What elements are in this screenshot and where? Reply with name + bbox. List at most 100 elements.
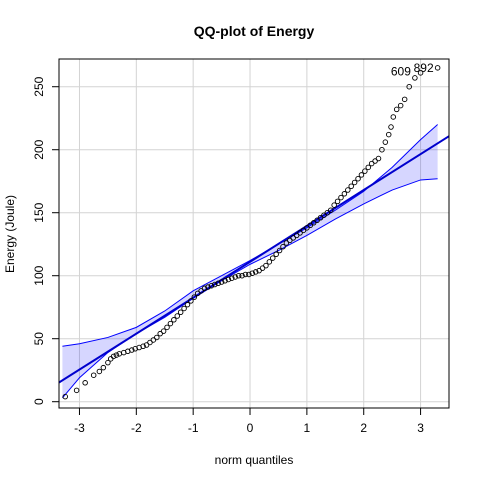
data-point bbox=[177, 309, 184, 315]
data-point bbox=[242, 271, 249, 278]
data-point bbox=[96, 368, 103, 375]
data-point bbox=[263, 262, 269, 269]
data-point bbox=[390, 114, 397, 120]
data-point bbox=[198, 288, 204, 294]
data-point bbox=[129, 347, 135, 353]
data-point bbox=[208, 283, 215, 289]
x-tick-label: -1 bbox=[188, 421, 199, 435]
data-point bbox=[235, 272, 242, 279]
x-tick-label: 0 bbox=[247, 421, 254, 435]
grid bbox=[59, 59, 449, 408]
data-point bbox=[157, 330, 163, 337]
data-point bbox=[116, 351, 123, 357]
data-point bbox=[393, 106, 400, 113]
y-tick-label: 250 bbox=[32, 76, 46, 96]
data-point bbox=[310, 220, 317, 226]
envelope-upper bbox=[62, 124, 438, 347]
data-point bbox=[107, 356, 114, 362]
data-point bbox=[368, 160, 375, 167]
data-point bbox=[73, 387, 80, 394]
x-tick-label: 3 bbox=[417, 421, 424, 435]
data-point bbox=[290, 235, 296, 241]
data-point bbox=[358, 172, 365, 178]
data-point bbox=[229, 275, 235, 281]
data-point bbox=[351, 179, 358, 186]
data-point bbox=[362, 168, 368, 174]
data-point bbox=[280, 243, 286, 250]
data-point bbox=[246, 271, 252, 278]
data-point bbox=[304, 225, 310, 231]
chart-title: QQ-plot of Energy bbox=[194, 23, 315, 39]
data-point bbox=[150, 337, 157, 343]
data-point bbox=[201, 285, 208, 292]
y-tick-label: 50 bbox=[32, 332, 46, 346]
data-point bbox=[82, 380, 88, 386]
data-point bbox=[321, 212, 327, 218]
y-tick-label: 0 bbox=[32, 398, 46, 405]
data-point bbox=[184, 301, 191, 308]
x-tick-label: -3 bbox=[74, 421, 85, 435]
x-tick-label: 1 bbox=[304, 421, 311, 435]
data-point bbox=[341, 191, 348, 197]
data-point bbox=[181, 305, 187, 312]
data-point bbox=[62, 393, 69, 400]
data-point bbox=[365, 164, 372, 171]
data-point bbox=[256, 267, 262, 274]
data-point bbox=[412, 75, 418, 81]
data-point bbox=[293, 232, 300, 239]
data-point bbox=[331, 202, 337, 208]
data-point bbox=[100, 364, 107, 371]
data-point bbox=[222, 277, 228, 284]
data-point bbox=[194, 290, 201, 297]
reference-line bbox=[58, 135, 450, 384]
data-points bbox=[62, 65, 441, 400]
data-point bbox=[212, 281, 218, 288]
data-point bbox=[297, 230, 303, 236]
data-point bbox=[397, 102, 404, 109]
data-point bbox=[334, 198, 341, 205]
data-point bbox=[375, 155, 382, 162]
data-point bbox=[276, 247, 283, 254]
data-point bbox=[401, 96, 408, 103]
data-point bbox=[205, 284, 211, 290]
y-tick-label: 200 bbox=[32, 139, 46, 159]
data-point bbox=[283, 240, 290, 246]
data-point bbox=[300, 227, 307, 234]
x-axis: -3 -2 -1 0 1 2 3 bbox=[74, 407, 424, 435]
data-point bbox=[140, 343, 146, 350]
data-point bbox=[338, 194, 344, 201]
data-point bbox=[382, 139, 389, 145]
data-point bbox=[90, 372, 97, 378]
data-point bbox=[327, 207, 334, 213]
data-point bbox=[252, 269, 259, 275]
data-point bbox=[270, 255, 276, 261]
data-point bbox=[160, 328, 167, 334]
y-axis: 0 50 100 150 200 250 bbox=[32, 76, 60, 405]
y-tick-label: 100 bbox=[32, 265, 46, 285]
data-point bbox=[232, 274, 238, 280]
data-point bbox=[110, 353, 117, 360]
data-point bbox=[164, 324, 170, 331]
data-point bbox=[188, 298, 194, 304]
x-tick-label: 2 bbox=[360, 421, 367, 435]
data-point bbox=[273, 251, 279, 258]
data-point bbox=[355, 175, 361, 182]
data-point bbox=[105, 359, 111, 366]
data-point bbox=[287, 237, 293, 244]
data-point bbox=[143, 342, 150, 348]
data-point bbox=[434, 65, 441, 71]
qq-reference-line bbox=[58, 135, 450, 384]
data-point bbox=[348, 183, 354, 190]
data-point bbox=[324, 209, 331, 216]
data-point bbox=[171, 317, 177, 323]
data-point bbox=[385, 131, 392, 138]
data-point bbox=[314, 217, 320, 224]
y-tick-label: 150 bbox=[32, 202, 46, 222]
data-point bbox=[191, 294, 198, 300]
data-point bbox=[239, 272, 245, 279]
data-point bbox=[259, 265, 266, 271]
data-point bbox=[147, 339, 153, 346]
data-point bbox=[249, 270, 256, 276]
